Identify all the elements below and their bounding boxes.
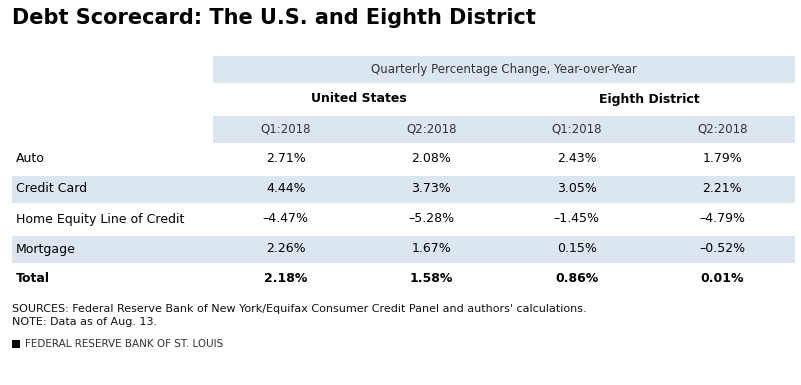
- Text: Q2:2018: Q2:2018: [406, 122, 457, 136]
- Text: 1.67%: 1.67%: [412, 243, 451, 256]
- Text: 2.18%: 2.18%: [264, 273, 308, 286]
- Text: –0.52%: –0.52%: [699, 243, 745, 256]
- Text: 0.86%: 0.86%: [555, 273, 598, 286]
- Bar: [213, 114, 795, 144]
- Bar: [12, 144, 795, 174]
- Bar: [12, 264, 795, 294]
- Text: 1.58%: 1.58%: [409, 273, 453, 286]
- Bar: [12, 54, 795, 84]
- Text: 4.44%: 4.44%: [266, 182, 305, 196]
- Text: Quarterly Percentage Change, Year-over-Year: Quarterly Percentage Change, Year-over-Y…: [371, 62, 637, 75]
- Text: 3.05%: 3.05%: [557, 182, 597, 196]
- Text: Mortgage: Mortgage: [16, 243, 76, 256]
- Bar: [12, 204, 795, 234]
- Text: NOTE: Data as of Aug. 13.: NOTE: Data as of Aug. 13.: [12, 317, 157, 327]
- Text: –4.79%: –4.79%: [699, 213, 745, 226]
- Bar: [12, 114, 795, 144]
- Text: 1.79%: 1.79%: [702, 152, 742, 166]
- Bar: [12, 340, 20, 348]
- Text: 0.01%: 0.01%: [701, 273, 744, 286]
- Text: 2.08%: 2.08%: [411, 152, 451, 166]
- Text: FEDERAL RESERVE BANK OF ST. LOUIS: FEDERAL RESERVE BANK OF ST. LOUIS: [25, 339, 223, 349]
- Bar: [12, 84, 795, 114]
- Bar: [213, 54, 795, 84]
- Text: –4.47%: –4.47%: [263, 213, 308, 226]
- Text: –5.28%: –5.28%: [409, 213, 454, 226]
- Text: 2.26%: 2.26%: [266, 243, 305, 256]
- Text: –1.45%: –1.45%: [553, 213, 600, 226]
- Text: Total: Total: [16, 273, 50, 286]
- Bar: [12, 174, 795, 204]
- Text: SOURCES: Federal Reserve Bank of New York/Equifax Consumer Credit Panel and auth: SOURCES: Federal Reserve Bank of New Yor…: [12, 304, 586, 314]
- Bar: [12, 234, 795, 264]
- Text: Q2:2018: Q2:2018: [697, 122, 747, 136]
- Text: 2.71%: 2.71%: [266, 152, 306, 166]
- Text: 0.15%: 0.15%: [557, 243, 597, 256]
- Text: Eighth District: Eighth District: [599, 92, 700, 105]
- Text: United States: United States: [311, 92, 406, 105]
- Text: Auto: Auto: [16, 152, 45, 166]
- Text: 3.73%: 3.73%: [412, 182, 451, 196]
- Text: Q1:2018: Q1:2018: [552, 122, 602, 136]
- Text: Q1:2018: Q1:2018: [260, 122, 311, 136]
- Text: Credit Card: Credit Card: [16, 182, 87, 196]
- Text: 2.43%: 2.43%: [557, 152, 597, 166]
- Text: Debt Scorecard: The U.S. and Eighth District: Debt Scorecard: The U.S. and Eighth Dist…: [12, 8, 536, 28]
- Text: Home Equity Line of Credit: Home Equity Line of Credit: [16, 213, 184, 226]
- Text: 2.21%: 2.21%: [702, 182, 742, 196]
